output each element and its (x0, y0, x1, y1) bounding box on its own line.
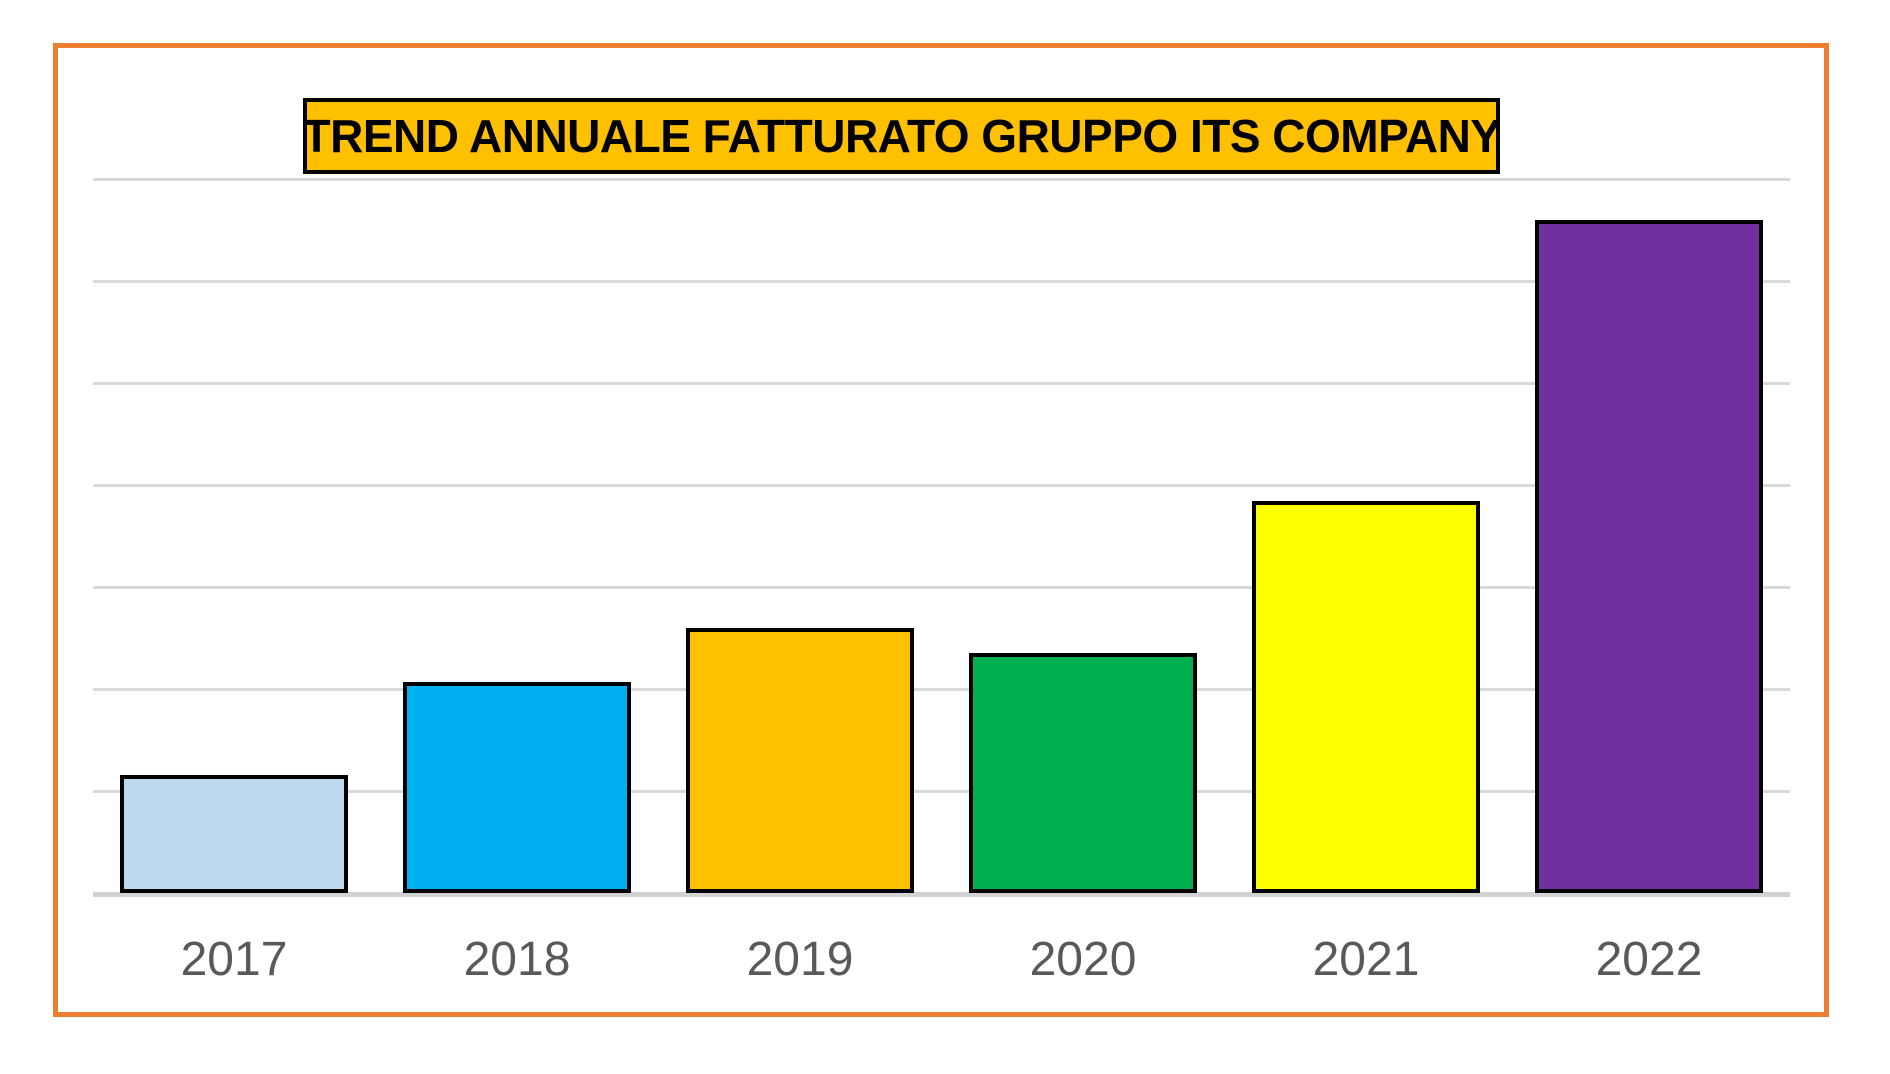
gridline (93, 382, 1790, 385)
gridline (93, 586, 1790, 589)
gridline (93, 178, 1790, 181)
x-tick-label-2020: 2020 (1029, 933, 1137, 986)
bar-2021 (1252, 501, 1480, 893)
chart-outer-border (53, 43, 1829, 1017)
gridline (93, 484, 1790, 487)
x-tick-label-2018: 2018 (463, 933, 571, 986)
bar-2020 (969, 653, 1197, 893)
gridline (93, 280, 1790, 283)
bar-2017 (120, 775, 348, 893)
x-axis-line (93, 892, 1790, 897)
x-tick-label-2019: 2019 (746, 933, 854, 986)
chart-title-box: TREND ANNUALE FATTURATO GRUPPO ITS COMPA… (302, 98, 1502, 174)
chart-title: TREND ANNUALE FATTURATO GRUPPO ITS COMPA… (302, 110, 1502, 162)
gridline (93, 790, 1790, 793)
bar-2022 (1535, 220, 1763, 893)
x-tick-label-2022: 2022 (1595, 933, 1703, 986)
bar-2018 (403, 682, 631, 893)
x-tick-label-2021: 2021 (1312, 933, 1420, 986)
x-tick-label-2017: 2017 (180, 933, 288, 986)
gridline (93, 688, 1790, 691)
bar-2019 (686, 628, 914, 893)
